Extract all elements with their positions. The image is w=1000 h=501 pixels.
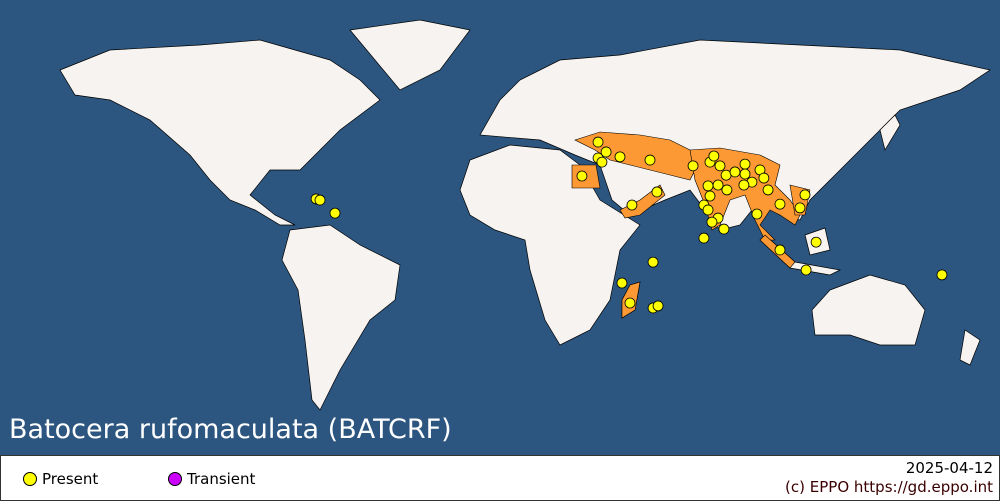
legend-transient: Transient (168, 470, 255, 488)
present-dot-icon (23, 472, 37, 486)
present-point (687, 160, 699, 172)
japan (879, 114, 901, 151)
present-point (624, 297, 636, 309)
present-point (600, 146, 612, 158)
present-point (739, 158, 751, 170)
australia (811, 274, 926, 346)
present-point (616, 277, 628, 289)
present-point (644, 154, 656, 166)
present-point (652, 300, 664, 312)
present-point (698, 232, 710, 244)
world-map (0, 0, 1000, 455)
map-title: Batocera rufomaculata (BATCRF) (9, 414, 452, 445)
present-point (314, 194, 326, 206)
present-point (712, 179, 724, 191)
present-point (721, 184, 733, 196)
present-point (329, 207, 341, 219)
present-point (718, 223, 730, 235)
legend: Present Transient 2025-04-12 (c) EPPO ht… (0, 455, 1000, 501)
present-point (596, 156, 608, 168)
present-point (751, 208, 763, 220)
present-point (714, 160, 726, 172)
present-point (704, 190, 716, 202)
present-point (626, 199, 638, 211)
copyright: (c) EPPO https://gd.eppo.int (785, 478, 993, 496)
present-point (651, 186, 663, 198)
greenland (349, 19, 471, 91)
present-point (614, 151, 626, 163)
present-point (702, 180, 714, 192)
present-point (708, 150, 720, 162)
present-point (774, 244, 786, 256)
land (59, 19, 991, 411)
legend-present-label: Present (42, 470, 99, 488)
south-america (281, 224, 401, 411)
present-point (936, 269, 948, 281)
legend-present: Present (23, 470, 98, 488)
present-point (702, 204, 714, 216)
present-point (758, 172, 770, 184)
present-point (762, 184, 774, 196)
present-point (799, 189, 811, 201)
present-point (794, 202, 806, 214)
present-point (729, 166, 741, 178)
present-point (774, 198, 786, 210)
new-zealand (959, 329, 981, 366)
present-point (576, 170, 588, 182)
present-points (310, 136, 948, 314)
present-point (738, 179, 750, 191)
present-point (706, 216, 718, 228)
present-point (800, 264, 812, 276)
transient-dot-icon (168, 472, 182, 486)
map-date: 2025-04-12 (905, 459, 993, 477)
africa (459, 144, 641, 346)
present-point (592, 136, 604, 148)
present-point (739, 168, 751, 180)
present-point (647, 256, 659, 268)
legend-transient-label: Transient (187, 470, 256, 488)
north-america (59, 39, 381, 226)
present-point (810, 236, 822, 248)
region-middle-east (574, 131, 701, 181)
